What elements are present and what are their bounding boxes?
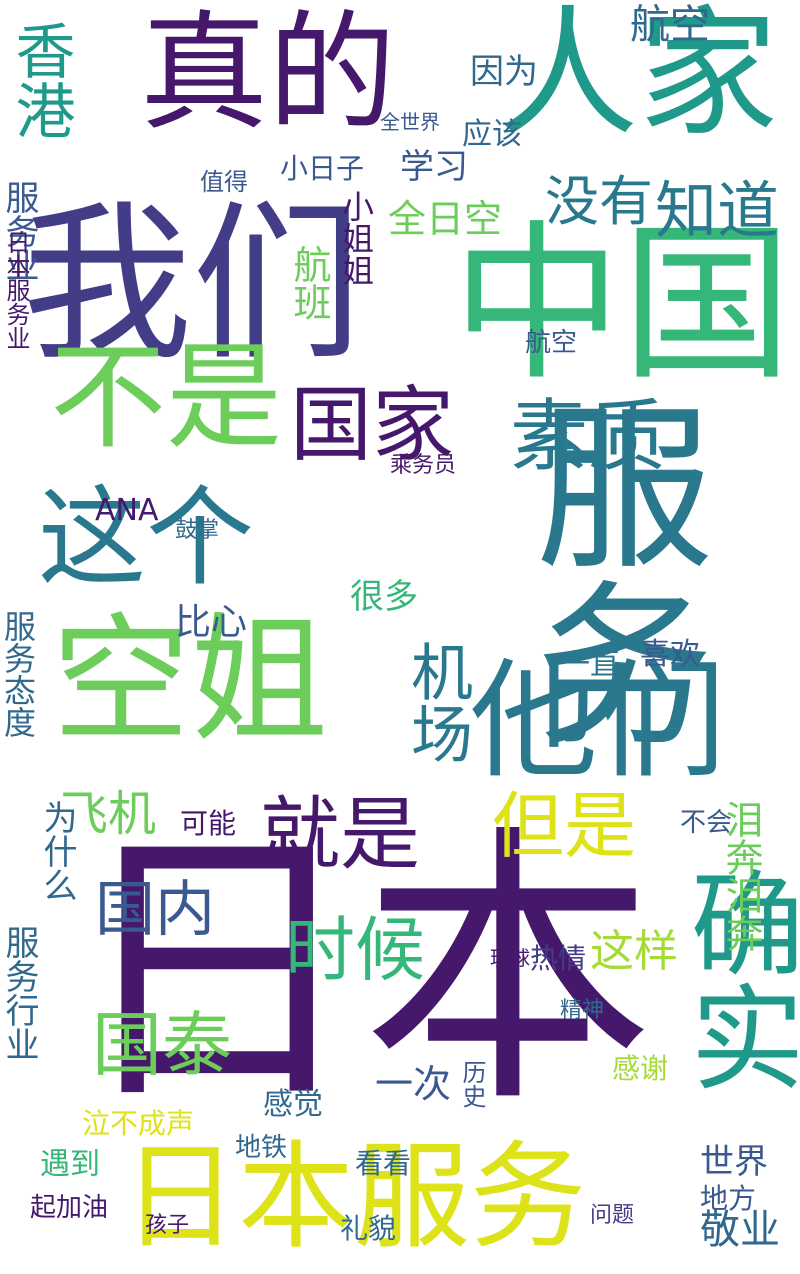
word: 应该 bbox=[462, 117, 522, 152]
word: 航空 bbox=[525, 328, 578, 358]
word: 他们 bbox=[470, 647, 727, 796]
word: 服务态度 bbox=[0, 610, 37, 738]
word: 这个 bbox=[38, 476, 255, 601]
word: 地铁 bbox=[235, 1133, 288, 1163]
word: 鼓掌 bbox=[175, 518, 220, 543]
word: 热情 bbox=[530, 942, 587, 975]
word: 一次 bbox=[375, 1062, 452, 1106]
word: 感觉 bbox=[263, 1087, 323, 1122]
word: 乘务员 bbox=[390, 453, 457, 478]
word: 我们 bbox=[22, 186, 363, 384]
word: 问题 bbox=[590, 1203, 635, 1228]
word: 航空 bbox=[630, 2, 710, 48]
word: 国家 bbox=[290, 378, 455, 473]
word: 不会 bbox=[680, 808, 733, 838]
word: 日本 bbox=[70, 801, 654, 1141]
word: 空姐 bbox=[52, 600, 329, 761]
word: 不是 bbox=[50, 330, 282, 465]
word: 精神 bbox=[560, 998, 605, 1023]
word: 但是 bbox=[492, 784, 637, 868]
word: 香港 bbox=[5, 20, 75, 140]
word: 机场 bbox=[400, 640, 473, 764]
word: 就是 bbox=[260, 788, 420, 881]
word: 真的 bbox=[140, 0, 397, 148]
word: 感谢 bbox=[612, 1052, 669, 1085]
word: 小日子 bbox=[280, 152, 365, 185]
word: 敬业 bbox=[700, 1207, 780, 1253]
word: 确实 bbox=[671, 865, 800, 1093]
word: 素质 bbox=[510, 392, 667, 482]
word: 国内 bbox=[95, 875, 215, 945]
word: 这样 bbox=[590, 926, 678, 977]
word: 国泰 bbox=[92, 1004, 232, 1086]
word: 为什么 bbox=[37, 800, 77, 902]
word: 飞机 bbox=[60, 786, 157, 842]
word: 中国 bbox=[452, 206, 793, 404]
word: 知道 bbox=[655, 174, 780, 247]
word: 服务业 bbox=[0, 180, 39, 282]
word: 很多 bbox=[350, 577, 418, 617]
word: 时候 bbox=[285, 909, 425, 991]
word: 泪奔泪奔 bbox=[719, 800, 763, 952]
word: 礼貌 bbox=[340, 1212, 397, 1245]
word: 一直 bbox=[560, 647, 620, 682]
word: 全世界 bbox=[380, 110, 440, 134]
word: 服务行业 bbox=[0, 925, 39, 1061]
word: 小姐姐 bbox=[337, 190, 375, 286]
word: 可能 bbox=[180, 807, 237, 840]
word: 没有 bbox=[545, 170, 653, 233]
word: 历史 bbox=[458, 1060, 486, 1108]
word: 世界 bbox=[700, 1142, 768, 1182]
word: 全日空 bbox=[388, 197, 503, 241]
word: 航班 bbox=[287, 245, 331, 321]
word: 日本服务 bbox=[122, 1130, 586, 1265]
word: 喜欢 bbox=[640, 637, 700, 672]
word: 因为 bbox=[470, 52, 538, 92]
word: 遇到 bbox=[40, 1147, 100, 1182]
word: 值得 bbox=[200, 168, 248, 196]
word: 日本服务业 bbox=[2, 230, 30, 350]
word: 琉球 bbox=[490, 946, 530, 970]
word: 孩子 bbox=[145, 1213, 190, 1238]
word: 地方 bbox=[700, 1182, 757, 1215]
word: 泣不成声 bbox=[82, 1107, 195, 1140]
word: 学习 bbox=[400, 147, 468, 187]
word: 看看 bbox=[355, 1147, 412, 1180]
word: 人家 bbox=[498, 0, 779, 156]
word: 服务 bbox=[506, 395, 713, 751]
word: 比心 bbox=[175, 602, 248, 643]
word: 起加油 bbox=[30, 1193, 109, 1223]
word: ANA bbox=[95, 493, 159, 528]
